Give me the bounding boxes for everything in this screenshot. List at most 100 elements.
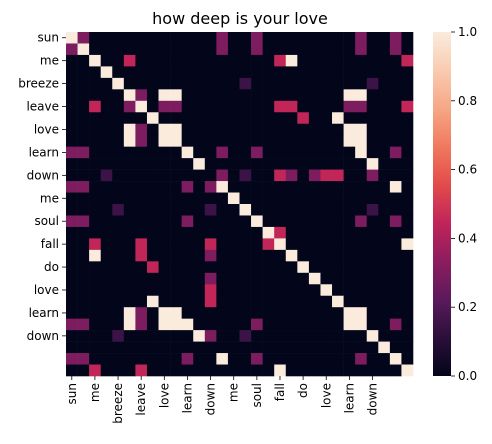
heatmap-cell	[158, 112, 171, 125]
y-tick-label: sun	[38, 31, 59, 45]
heatmap-cell	[204, 249, 217, 262]
heatmap-cell	[181, 77, 194, 90]
heatmap-cell	[123, 204, 136, 216]
colorbar-tick-label: 0.0	[458, 369, 477, 383]
heatmap-cell	[204, 146, 217, 159]
heatmap-cell	[135, 295, 148, 308]
heatmap-cell	[366, 66, 379, 79]
heatmap-cell	[366, 54, 379, 67]
heatmap-cell	[158, 89, 171, 102]
heatmap-cell	[77, 261, 90, 274]
heatmap-cell	[227, 341, 240, 354]
heatmap-cell	[285, 272, 298, 285]
heatmap-cell	[227, 249, 240, 262]
heatmap-cell	[332, 238, 344, 251]
heatmap-cell	[112, 364, 125, 377]
heatmap-cell	[193, 330, 206, 342]
heatmap-cell	[77, 192, 90, 205]
heatmap-cell	[123, 249, 136, 262]
heatmap-cell	[89, 123, 101, 136]
heatmap-cell	[135, 307, 148, 319]
y-tick-label: learn	[29, 145, 59, 159]
heatmap-cell	[89, 77, 101, 90]
x-tick-label: love	[319, 383, 333, 408]
heatmap-cell	[274, 215, 287, 228]
heatmap-cell	[216, 204, 229, 216]
heatmap-cell	[170, 158, 182, 170]
heatmap-cell	[77, 146, 90, 159]
heatmap-cell	[227, 54, 240, 67]
heatmap-cell	[216, 272, 229, 285]
heatmap-cell	[262, 318, 275, 331]
heatmap-cell	[355, 272, 368, 285]
heatmap-cells	[66, 32, 414, 377]
heatmap-cell	[274, 192, 287, 205]
heatmap-cell	[389, 112, 402, 125]
heatmap-cell	[193, 32, 206, 44]
heatmap-cell	[204, 261, 217, 274]
heatmap-cell	[332, 32, 344, 44]
heatmap-cell	[320, 364, 333, 377]
heatmap-cell	[216, 261, 229, 274]
heatmap-cell	[66, 66, 78, 79]
heatmap-cell	[308, 135, 321, 147]
heatmap-cell	[366, 43, 379, 56]
heatmap-cell	[332, 77, 344, 90]
heatmap-cell	[112, 261, 125, 274]
heatmap-cell	[262, 364, 275, 377]
heatmap-cell	[262, 204, 275, 216]
heatmap-cell	[193, 295, 206, 308]
heatmap-cell	[158, 54, 171, 67]
heatmap-cell	[170, 32, 182, 44]
heatmap-cell	[285, 238, 298, 251]
heatmap-cell	[204, 307, 217, 319]
heatmap-cell	[262, 353, 275, 365]
heatmap-cell	[77, 204, 90, 216]
heatmap-cell	[389, 238, 402, 251]
heatmap-cell	[146, 32, 159, 44]
heatmap-cell	[274, 204, 287, 216]
heatmap-cell	[77, 272, 90, 285]
heatmap-cell	[170, 192, 182, 205]
heatmap-cell	[320, 146, 333, 159]
heatmap-cell	[158, 123, 171, 136]
heatmap-cell	[274, 43, 287, 56]
heatmap-cell	[158, 295, 171, 308]
heatmap-cell	[193, 192, 206, 205]
heatmap-cell	[285, 364, 298, 377]
heatmap-cell	[181, 123, 194, 136]
heatmap-cell	[123, 32, 136, 44]
heatmap-cell	[66, 169, 78, 182]
heatmap-cell	[297, 169, 310, 182]
heatmap-cell	[89, 238, 101, 251]
heatmap-cell	[89, 284, 101, 297]
heatmap-cell	[308, 192, 321, 205]
heatmap-cell	[158, 284, 171, 297]
heatmap-cell	[262, 158, 275, 170]
heatmap-cell	[343, 215, 356, 228]
heatmap-cell	[181, 112, 194, 125]
heatmap-cell	[239, 146, 252, 159]
heatmap-cell	[378, 353, 391, 365]
heatmap-cell	[100, 158, 113, 170]
heatmap-cell	[66, 77, 78, 90]
heatmap-cell	[66, 295, 78, 308]
heatmap-cell	[401, 261, 414, 274]
heatmap-cell	[262, 54, 275, 67]
heatmap-cell	[251, 169, 263, 182]
heatmap-cell	[343, 66, 356, 79]
heatmap-cell	[308, 181, 321, 193]
heatmap-cell	[146, 135, 159, 147]
heatmap-cell	[389, 226, 402, 239]
y-tick-label: love	[34, 122, 59, 136]
heatmap-cell	[77, 169, 90, 182]
heatmap-cell	[77, 330, 90, 342]
heatmap-cell	[66, 364, 78, 377]
heatmap-cell	[227, 112, 240, 125]
heatmap-cell	[401, 226, 414, 239]
y-tick-label: down	[27, 168, 59, 182]
heatmap-cell	[378, 238, 391, 251]
heatmap-cell	[112, 77, 125, 90]
heatmap-cell	[181, 284, 194, 297]
heatmap-cell	[100, 284, 113, 297]
